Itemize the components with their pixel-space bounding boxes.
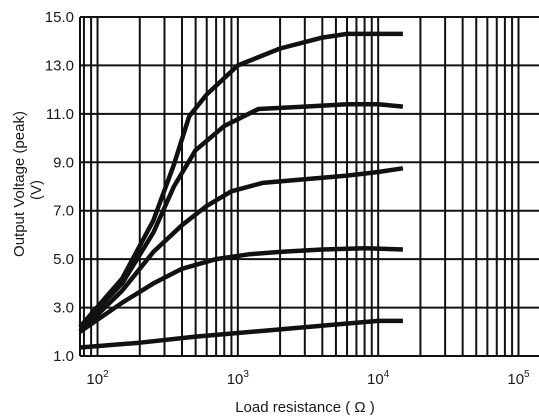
x-tick-label: 102 xyxy=(86,369,109,388)
series-line-4 xyxy=(78,245,403,334)
series-line-3 xyxy=(78,166,404,334)
y-tick-labels: 1.0 3.0 5.0 7.0 9.0 11.0 13.0 15.0 xyxy=(45,9,74,365)
x-tick-label: 104 xyxy=(367,369,390,388)
series-line-1 xyxy=(78,31,403,329)
x-axis-title: Load resistance ( Ω ) xyxy=(235,399,375,416)
y-tick-label: 7.0 xyxy=(53,203,74,220)
series-line-5 xyxy=(79,318,403,350)
series-line-2 xyxy=(78,101,404,329)
x-tick-label: 105 xyxy=(507,369,530,388)
x-tick-label: 103 xyxy=(227,369,250,388)
y-axis-title: Output Voltage (peak) (V) xyxy=(11,111,45,257)
x-tick-labels: 102 103 104 105 xyxy=(86,369,530,388)
series-lines xyxy=(78,31,404,350)
y-tick-label: 15.0 xyxy=(45,9,74,26)
y-tick-label: 3.0 xyxy=(53,300,74,317)
y-axis-title-line1: Output Voltage (peak) xyxy=(11,111,28,257)
y-tick-label: 11.0 xyxy=(46,106,74,123)
y-tick-label: 9.0 xyxy=(53,154,74,171)
y-tick-label: 13.0 xyxy=(45,57,74,74)
y-tick-label: 5.0 xyxy=(53,251,74,268)
y-axis-title-line2: (V) xyxy=(28,180,45,200)
grid xyxy=(79,16,539,357)
y-tick-label: 1.0 xyxy=(53,348,74,365)
